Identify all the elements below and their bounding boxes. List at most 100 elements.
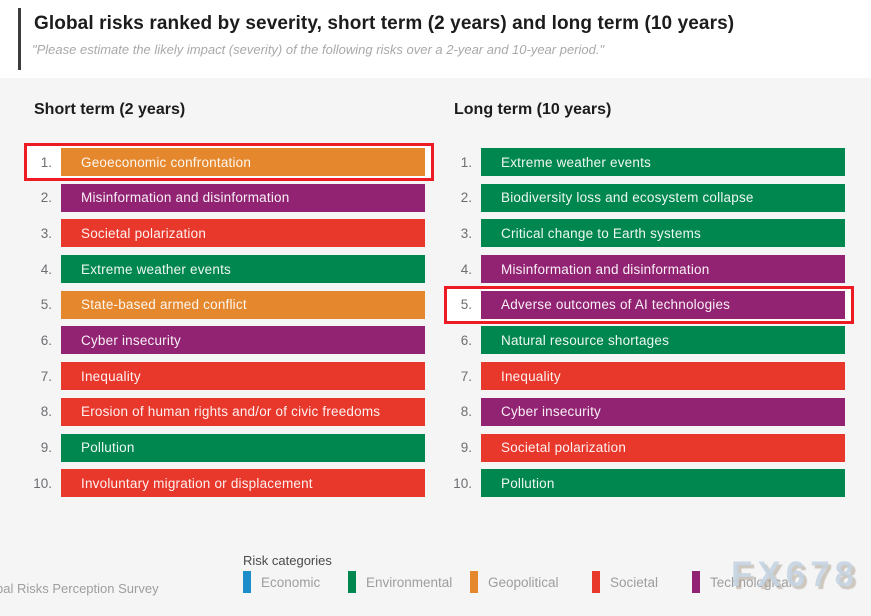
watermark-fx678: FX678 xyxy=(731,555,860,594)
page-subtitle: "Please estimate the likely impact (seve… xyxy=(32,42,605,57)
legend-label: Societal xyxy=(610,574,659,590)
long-term-heading: Long term (10 years) xyxy=(454,101,612,118)
rank-number: 5. xyxy=(460,297,472,313)
risk-label: Critical change to Earth systems xyxy=(501,225,701,241)
risk-row: 8. Cyber insecurity xyxy=(445,397,845,426)
rank-number: 5. xyxy=(40,297,52,313)
rank-number: 7. xyxy=(40,368,52,384)
risk-label: Misinformation and disinformation xyxy=(501,261,710,277)
risk-label: Misinformation and disinformation xyxy=(81,190,290,206)
risk-row: 1. Geoeconomic confrontation xyxy=(24,143,434,181)
risk-label: Cyber insecurity xyxy=(501,404,601,420)
header-accent-rule xyxy=(18,8,21,70)
rank-number: 9. xyxy=(460,440,472,455)
risk-bar-environmental: Extreme weather events xyxy=(61,255,425,284)
rank-number: 10. xyxy=(33,475,52,491)
risk-label: Biodiversity loss and ecosystem collapse xyxy=(501,190,754,206)
risk-label: Pollution xyxy=(81,440,135,455)
rank-number: 6. xyxy=(40,332,52,348)
risk-row: 2. Biodiversity loss and ecosystem collap… xyxy=(445,183,845,212)
rank-number: 1. xyxy=(40,154,52,170)
legend-swatch-icon xyxy=(592,571,600,593)
risk-row: 1. Extreme weather events xyxy=(445,148,845,176)
risk-label: Erosion of human rights and/or of civic … xyxy=(81,404,381,420)
risk-bar-technological: Adverse outcomes of AI technologies xyxy=(481,290,845,319)
risk-label: Adverse outcomes of AI technologies xyxy=(501,297,731,313)
legend-item-technological: Technological xyxy=(692,571,792,593)
rank-number: 2. xyxy=(40,190,52,206)
legend-label: Geopolitical xyxy=(488,574,559,590)
risk-label: Involuntary migration or displacement xyxy=(81,475,313,491)
risk-row: 3. Critical change to Earth systems xyxy=(445,219,845,248)
risk-label: Extreme weather events xyxy=(501,154,651,170)
risk-label: Cyber insecurity xyxy=(81,332,181,348)
risk-bar-environmental: Natural resource shortages xyxy=(481,326,845,355)
rank-number: 9. xyxy=(40,440,52,455)
risk-label: Inequality xyxy=(81,368,141,384)
risk-row: 5. State-based armed conflict xyxy=(25,290,425,319)
rank-number: 7. xyxy=(460,368,472,384)
risk-bar-societal: Erosion of human rights and/or of civic … xyxy=(61,397,425,426)
risk-label: Inequality xyxy=(501,368,561,384)
risk-bar-environmental: Pollution xyxy=(61,433,425,462)
legend-label: Environmental xyxy=(366,574,453,590)
risk-label: Natural resource shortages xyxy=(501,332,670,348)
risk-bar-societal: Societal polarization xyxy=(61,219,425,248)
rank-number: 8. xyxy=(40,404,52,420)
risk-label: Societal polarization xyxy=(81,225,207,241)
risk-row: 10. Involuntary migration or displacement xyxy=(25,469,425,498)
risk-label: Extreme weather events xyxy=(81,261,231,277)
rank-number: 10. xyxy=(453,475,472,491)
source-text: bal Risks Perception Survey xyxy=(0,581,159,596)
page-title: Global risks ranked by severity, short t… xyxy=(34,13,735,34)
rank-number: 2. xyxy=(460,190,472,206)
rank-number: 6. xyxy=(460,332,472,348)
risk-label: Geoeconomic confrontation xyxy=(81,154,252,170)
risk-bar-environmental: Extreme weather events xyxy=(481,148,845,176)
short-term-heading: Short term (2 years) xyxy=(34,101,186,118)
risk-bar-environmental: Pollution xyxy=(481,469,845,498)
rank-number: 3. xyxy=(460,225,472,241)
legend-swatch-icon xyxy=(692,571,700,593)
risk-row: 5. Adverse outcomes of AI technologies xyxy=(444,285,854,324)
legend-swatch-icon xyxy=(348,571,356,593)
risk-row: 3. Societal polarization xyxy=(25,219,425,248)
risk-bar-geopolitical: Geoeconomic confrontation xyxy=(61,148,425,176)
legend-swatch-icon xyxy=(470,571,478,593)
legend-label: Technological xyxy=(710,574,792,590)
risk-row: 7. Inequality xyxy=(445,362,845,391)
legend-item-geopolitical: Geopolitical xyxy=(470,571,559,593)
risk-bar-environmental: Biodiversity loss and ecosystem collapse xyxy=(481,183,845,212)
risk-row: 9. Pollution xyxy=(25,433,425,462)
short-term-ranking-list: 1. Geoeconomic confrontation 2. Misinformat… xyxy=(24,143,434,498)
risk-bar-technological: Misinformation and disinformation xyxy=(61,183,425,212)
chart-header: Global risks ranked by severity, short t… xyxy=(0,0,871,78)
long-term-ranking-list: 1. Extreme weather events 2. Biodiversity l… xyxy=(444,148,854,498)
risk-row: 4. Misinformation and disinformation xyxy=(445,255,845,284)
legend-title: Risk categories xyxy=(243,553,332,568)
risk-bar-technological: Misinformation and disinformation xyxy=(481,255,845,284)
risk-bar-societal: Inequality xyxy=(481,362,845,391)
risk-row: 2. Misinformation and disinformation xyxy=(25,183,425,212)
risk-row: 7. Inequality xyxy=(25,362,425,391)
risk-row: 4. Extreme weather events xyxy=(25,255,425,284)
legend-swatch-icon xyxy=(243,571,251,593)
risk-row: 9. Societal polarization xyxy=(445,433,845,462)
risk-label: State-based armed conflict xyxy=(81,297,247,313)
risk-row: 10. Pollution xyxy=(445,469,845,498)
legend-item-societal: Societal xyxy=(592,571,658,593)
legend-item-economic: Economic xyxy=(243,571,320,593)
rank-number: 1. xyxy=(460,154,472,170)
rank-number: 8. xyxy=(460,404,472,420)
legend-label: Economic xyxy=(261,574,321,590)
rank-number: 4. xyxy=(460,261,472,277)
risk-bar-technological: Cyber insecurity xyxy=(61,326,425,355)
risk-label: Societal polarization xyxy=(501,440,627,455)
risk-bar-environmental: Critical change to Earth systems xyxy=(481,219,845,248)
risk-bar-societal: Societal polarization xyxy=(481,433,845,462)
risk-row: 8. Erosion of human rights and/or of civi… xyxy=(25,397,425,426)
risk-bar-societal: Inequality xyxy=(61,362,425,391)
legend-item-environmental: Environmental xyxy=(348,571,452,593)
risk-row: 6. Cyber insecurity xyxy=(25,326,425,355)
